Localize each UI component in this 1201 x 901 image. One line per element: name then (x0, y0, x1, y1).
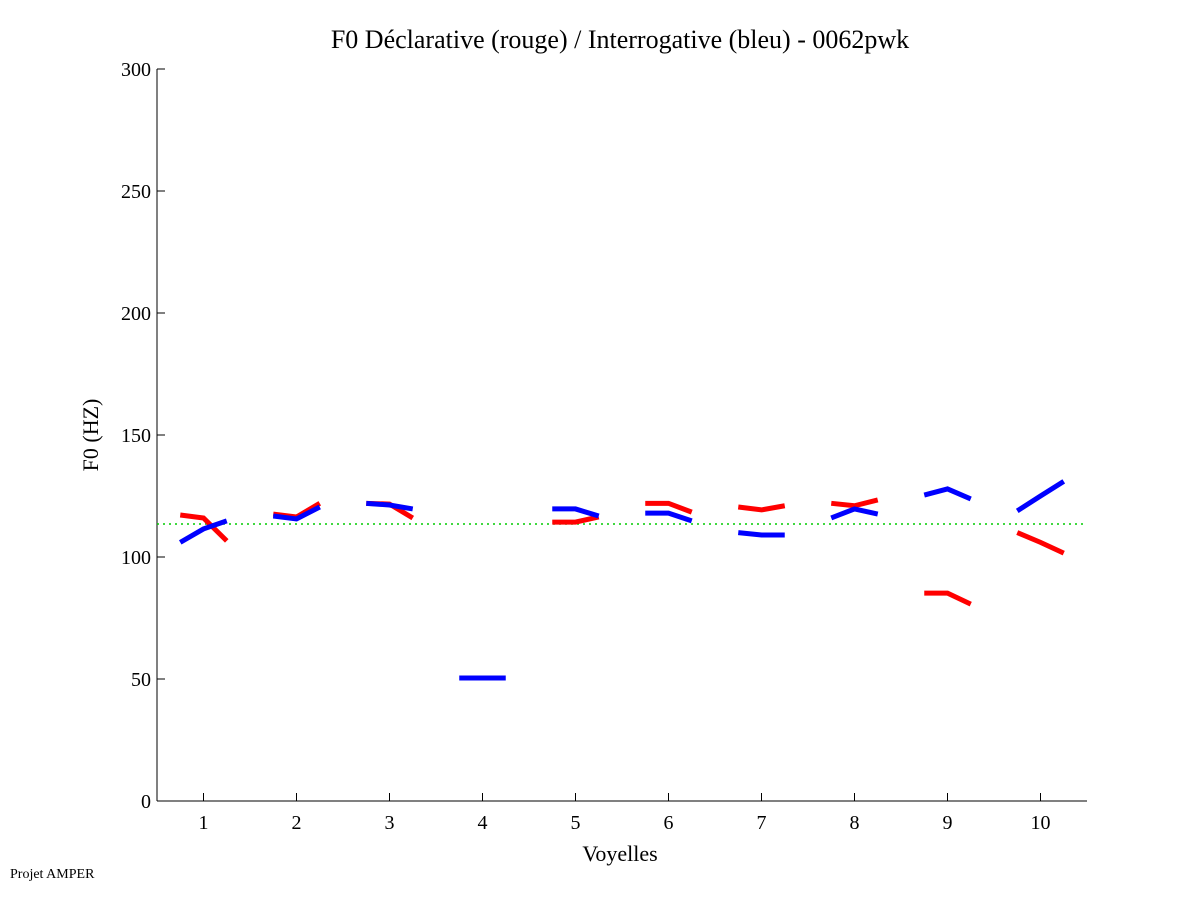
déclarative-segment-v10 (1016, 530, 1065, 556)
déclarative-segment-v1 (179, 512, 229, 543)
y-tick-label: 50 (131, 669, 151, 691)
déclarative-segment-v9 (924, 590, 972, 607)
x-tick-label: 1 (199, 812, 209, 834)
interrogative-segment-v9 (923, 486, 972, 502)
y-axis-label: F0 (HZ) (78, 399, 103, 472)
interrogative-segment-v7 (737, 530, 785, 538)
x-tick-label: 4 (478, 812, 488, 834)
interrogative-segment-v1 (179, 518, 228, 545)
x-tick-label: 7 (757, 812, 767, 834)
interrogative-segment-v2 (272, 504, 321, 522)
y-tick-label: 150 (121, 425, 151, 447)
x-tick-label: 8 (850, 812, 860, 834)
déclarative-segment-v5 (552, 514, 600, 525)
interrogative-segment-v6 (645, 510, 693, 524)
x-tick-label: 9 (943, 812, 953, 834)
x-tick-label: 10 (1031, 812, 1051, 834)
y-tick-label: 250 (121, 181, 151, 203)
y-tick-label: 100 (121, 547, 151, 569)
y-tick-label: 0 (141, 791, 151, 813)
x-tick-label: 5 (571, 812, 581, 834)
déclarative-segment-v7 (737, 503, 786, 513)
chart-title: F0 Déclarative (rouge) / Interrogative (… (331, 25, 909, 54)
x-tick-label: 2 (292, 812, 302, 834)
y-tick-label: 200 (121, 303, 151, 325)
x-tick-label: 6 (664, 812, 674, 834)
interrogative-segment-v10 (1015, 479, 1066, 513)
interrogative-segment-v5 (552, 506, 600, 519)
interrogative-segment-v3 (366, 500, 414, 512)
footer-credit: Projet AMPER (10, 867, 95, 882)
déclarative-segment-v8 (830, 497, 879, 509)
y-tick-label: 300 (121, 59, 151, 81)
x-axis-label: Voyelles (582, 841, 657, 866)
déclarative-segment-v6 (645, 500, 693, 515)
x-tick-label: 3 (385, 812, 395, 834)
interrogative-segment-v8 (830, 506, 879, 521)
